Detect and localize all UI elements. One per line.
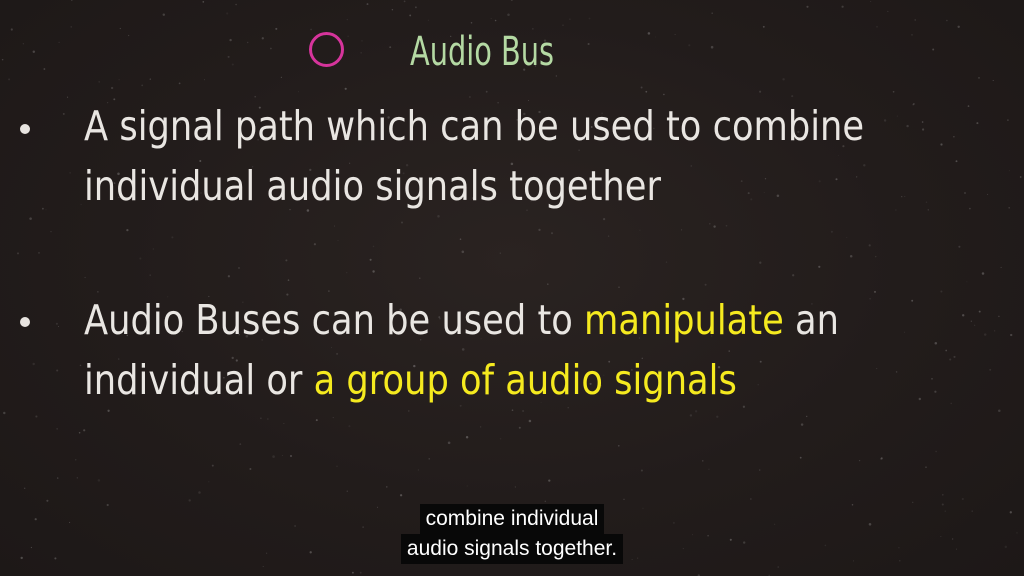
caption-line-1: combine individual [419, 504, 605, 534]
bullet-2-line-1-part-a: Audio Buses can be used to [84, 296, 585, 344]
bullet-dot-icon [20, 124, 30, 134]
bullet-2-line-1-part-b: an [783, 296, 839, 344]
bullet-2-line-2: individual or a group of audio signals [84, 350, 858, 410]
bullet-2-text: Audio Buses can be used to manipulate an… [84, 290, 858, 410]
bullet-2-line-1: Audio Buses can be used to manipulate an [84, 290, 858, 350]
slide-title: Audio Bus [410, 29, 555, 75]
caption-line-2: audio signals together. [400, 534, 624, 564]
highlight-manipulate: manipulate [584, 296, 784, 344]
bullet-1-line-2: individual audio signals together [84, 162, 661, 210]
bullet-dot-icon [20, 317, 30, 327]
bullet-1-text: A signal path which can be used to combi… [84, 96, 865, 216]
circle-icon [309, 32, 344, 67]
bullet-2-line-2-part-a: individual or [84, 356, 314, 404]
highlight-group-of-signals: a group of audio signals [313, 356, 737, 404]
subtitle-caption: combine individual audio signals togethe… [0, 504, 1024, 564]
bullet-1-line-1: A signal path which can be used to combi… [84, 102, 865, 150]
